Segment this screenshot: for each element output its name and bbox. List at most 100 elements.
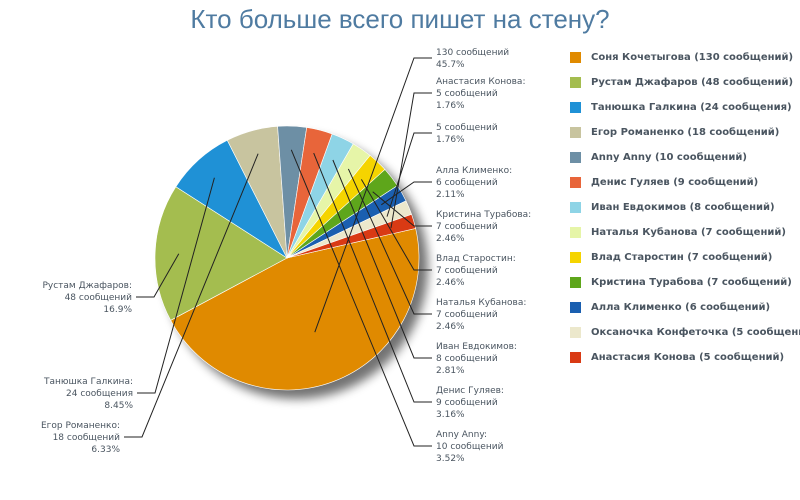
slice-label-line: 9 сообщений [436, 398, 498, 408]
legend-label: Соня Кочетыгова (130 сообщений) [591, 52, 794, 63]
slice-label-line: 3.52% [436, 454, 465, 464]
pie-slice-1 [154, 186, 288, 321]
legend-swatch [570, 202, 581, 213]
slice-label-line: Танюшка Галкина: [43, 377, 133, 387]
slice-label-5: Денис Гуляев: 9 сообщений 3.16% [313, 152, 504, 420]
leader-line-12 [390, 92, 432, 228]
legend-swatch [570, 77, 581, 88]
leader-line-10 [381, 181, 432, 206]
legend-item: Влад Старостин (7 сообщений) [570, 245, 795, 270]
slice-label-line: 7 сообщений [436, 266, 498, 276]
slice-label-line: 48 сообщений [65, 293, 133, 303]
slice-label-12: Анастасия Конова: 5 сообщений 1.76% [390, 77, 525, 228]
slice-label-line: 10 сообщений [436, 442, 504, 452]
slice-label-line: 8.45% [104, 401, 133, 411]
slice-label-11: 5 сообщений 1.76% [386, 123, 498, 217]
legend-item: Наталья Кубанова (7 сообщений) [570, 220, 795, 245]
slice-label-line: 2.46% [436, 234, 465, 244]
legend-item: Денис Гуляев (9 сообщений) [570, 170, 795, 195]
leader-line-0 [314, 57, 432, 333]
slice-label-line: Влад Старостин: [436, 254, 516, 264]
legend-item: Егор Романенко (18 сообщений) [570, 120, 795, 145]
legend-label: Егор Романенко (18 сообщений) [591, 127, 780, 138]
slice-label-line: 2.46% [436, 322, 465, 332]
slice-label-line: Наталья Кубанова: [436, 298, 526, 308]
slice-label-10: Алла Клименко: 6 сообщений 2.11% [381, 166, 512, 206]
chart-title: Кто больше всего пишет на стену? [190, 4, 610, 34]
legend-item: Иван Евдокимов (8 сообщений) [570, 195, 795, 220]
slice-label-line: Иван Евдокимов: [436, 342, 517, 352]
legend-label: Кристина Турабова (7 сообщений) [591, 277, 792, 288]
slice-label-2: Танюшка Галкина: 24 сообщения 8.45% [43, 177, 215, 411]
slice-label-line: Кристина Турабова: [436, 210, 531, 220]
legend-item: Оксаночка Конфеточка (5 сообщений) [570, 320, 800, 345]
legend-swatch [570, 302, 581, 313]
legend-swatch [570, 127, 581, 138]
leader-line-11 [386, 132, 432, 217]
leader-line-7 [347, 168, 432, 315]
slice-label-8: Влад Старостин: 7 сообщений 2.46% [360, 179, 516, 288]
legend-swatch [570, 277, 581, 288]
legend-swatch [570, 152, 581, 163]
slice-label-line: Анастасия Конова: [436, 77, 525, 87]
legend-item: Anny Anny (10 сообщений) [570, 145, 795, 170]
pie-slice-0 [170, 228, 420, 391]
slice-label-line: 7 сообщений [436, 310, 498, 320]
legend-item: Кристина Турабова (7 сообщений) [570, 270, 795, 295]
slice-label-3: Егор Романенко: 18 сообщений 6.33% [41, 153, 259, 455]
slice-label-line: Денис Гуляев: [436, 386, 504, 396]
legend-item: Танюшка Галкина (24 сообщения) [570, 95, 795, 120]
slice-label-line: 6 сообщений [436, 178, 498, 188]
legend-label: Танюшка Галкина (24 сообщения) [591, 102, 792, 113]
legend-label: Денис Гуляев (9 сообщений) [591, 177, 759, 188]
slice-label-4: Anny Anny: 10 сообщений 3.52% [290, 149, 504, 464]
legend-item: Алла Клименко (6 сообщений) [570, 295, 795, 320]
legend-swatch [570, 252, 581, 263]
legend-label: Наталья Кубанова (7 сообщений) [591, 227, 786, 238]
slice-label-line: 3.16% [436, 410, 465, 420]
chart-legend: Соня Кочетыгова (130 сообщений) Рустам Дж… [570, 45, 800, 370]
leader-line-1 [136, 253, 180, 298]
slice-label-line: Рустам Джафаров: [42, 281, 132, 291]
legend-label: Оксаночка Конфеточка (5 сообщений) [591, 327, 800, 338]
slice-label-line: Anny Anny: [436, 430, 487, 440]
slice-label-line: 2.46% [436, 278, 465, 288]
leader-line-4 [290, 149, 432, 447]
leader-line-9 [372, 191, 432, 227]
slice-label-line: 2.11% [436, 190, 465, 200]
legend-label: Алла Клименко (6 сообщений) [591, 302, 771, 313]
slice-label-line: 2.81% [436, 366, 465, 376]
slice-label-line: 1.76% [436, 135, 465, 145]
leader-line-6 [332, 159, 432, 359]
legend-label: Anny Anny (10 сообщений) [591, 152, 747, 163]
legend-label: Рустам Джафаров (48 сообщений) [591, 77, 794, 88]
legend-item: Рустам Джафаров (48 сообщений) [570, 70, 795, 95]
slice-label-line: 16.9% [103, 305, 132, 315]
slice-label-line: 45.7% [436, 60, 465, 70]
slice-label-line: 8 сообщений [436, 354, 498, 364]
slice-label-line: 18 сообщений [53, 433, 121, 443]
slice-label-line: 6.33% [91, 445, 120, 455]
leader-line-8 [360, 179, 432, 271]
pie-slice-12 [286, 213, 416, 259]
legend-item: Соня Кочетыгова (130 сообщений) [570, 45, 795, 70]
slice-label-0: 130 сообщений 45.7% [314, 48, 509, 333]
legend-label: Иван Евдокимов (8 сообщений) [591, 202, 775, 213]
slice-label-9: Кристина Турабова: 7 сообщений 2.46% [372, 191, 531, 244]
legend-swatch [570, 327, 581, 338]
slice-label-1: Рустам Джафаров: 48 сообщений 16.9% [42, 253, 180, 315]
slice-label-line: Алла Клименко: [436, 166, 512, 176]
leader-line-2 [137, 177, 215, 394]
legend-swatch [570, 352, 581, 363]
slice-label-line: 7 сообщений [436, 222, 498, 232]
pie-chart: 130 сообщений 45.7% Рустам Джафаров: 48 соо… [41, 48, 531, 464]
legend-swatch [570, 102, 581, 113]
legend-item: Анастасия Конова (5 сообщений) [570, 345, 795, 370]
legend-swatch [570, 177, 581, 188]
leader-line-5 [313, 152, 432, 403]
slice-label-line: 24 сообщения [66, 389, 133, 399]
slice-label-7: Наталья Кубанова: 7 сообщений 2.46% [347, 168, 526, 332]
legend-swatch [570, 52, 581, 63]
legend-label: Влад Старостин (7 сообщений) [591, 252, 773, 263]
slice-label-line: 130 сообщений [436, 48, 509, 58]
